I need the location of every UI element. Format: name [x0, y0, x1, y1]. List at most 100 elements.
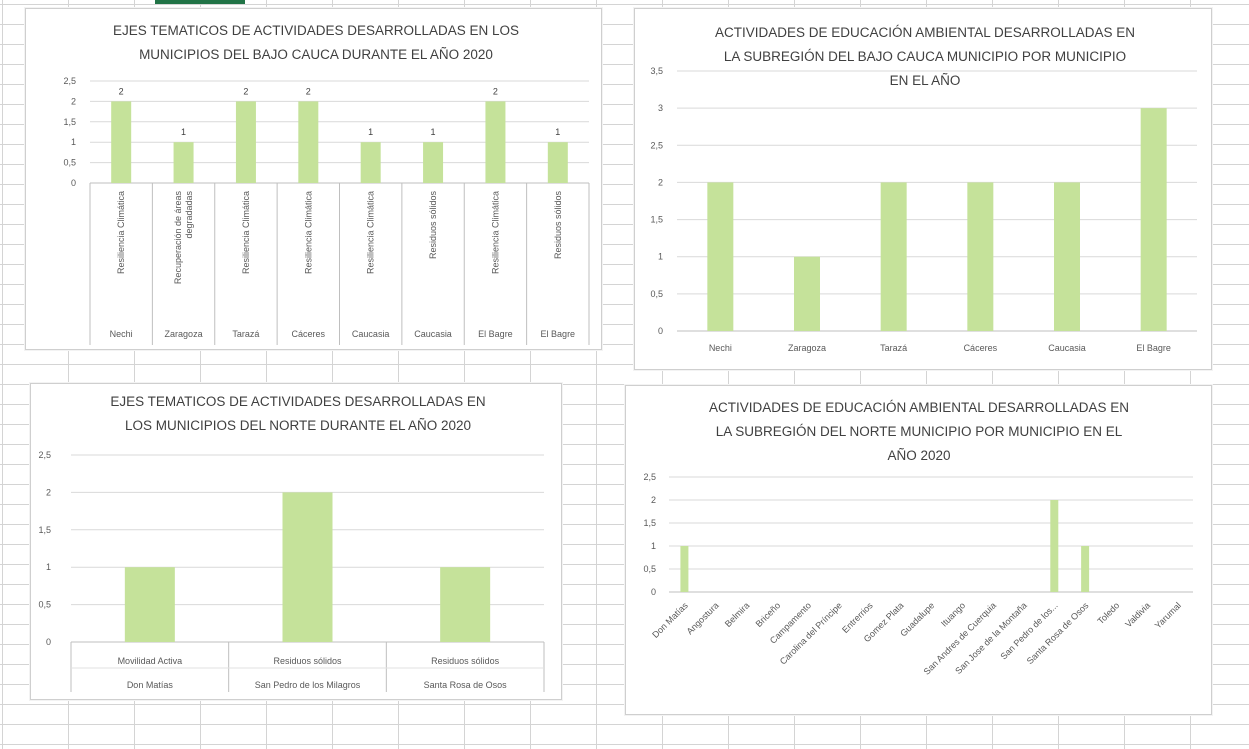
- bar: [1140, 108, 1167, 332]
- bar: [298, 101, 319, 183]
- group-label: Caucasia: [414, 329, 452, 339]
- y-tick-label: 3,5: [650, 66, 663, 76]
- active-cell-marker: [155, 0, 245, 4]
- category-label: Residuos sólidos: [273, 656, 342, 666]
- category-label: degradadas: [184, 191, 194, 239]
- category-label: Zaragoza: [788, 343, 826, 353]
- chart-bajo-cauca-municipios-svg: ACTIVIDADES DE EDUCACIÓN AMBIENTAL DESAR…: [650, 25, 1197, 353]
- y-tick-label: 1: [658, 252, 663, 262]
- category-label: Cáceres: [964, 343, 998, 353]
- chart-norte-municipios-svg: ACTIVIDADES DE EDUCACIÓN AMBIENTAL DESAR…: [643, 400, 1193, 677]
- group-label: El Bagre: [478, 329, 513, 339]
- y-tick-label: 0: [651, 587, 656, 597]
- y-tick-label: 0: [658, 326, 663, 336]
- category-label: Resiliencia Climática: [303, 191, 313, 274]
- chart-bajo-cauca-municipios[interactable]: ACTIVIDADES DE EDUCACIÓN AMBIENTAL DESAR…: [634, 8, 1212, 370]
- category-label: Resiliencia Climática: [116, 191, 126, 274]
- group-label: Zaragoza: [165, 329, 203, 339]
- y-tick-label: 1: [651, 541, 656, 551]
- group-label: Caucasia: [352, 329, 390, 339]
- chart-bajo-cauca-ejes-svg: EJES TEMATICOS DE ACTIVIDADES DESARROLLA…: [63, 23, 590, 345]
- y-tick-label: 1,5: [38, 525, 51, 535]
- category-label: El Bagre: [1136, 343, 1171, 353]
- category-label: Briceño: [754, 600, 783, 629]
- bar: [967, 182, 994, 331]
- chart-title-line: LA SUBREGIÓN DEL NORTE MUNICIPIO POR MUN…: [716, 424, 1123, 439]
- category-label: Don Matías: [650, 600, 690, 640]
- chart-title-line: EN EL AÑO: [890, 73, 961, 88]
- chart-norte-ejes-svg: EJES TEMATICOS DE ACTIVIDADES DESARROLLA…: [38, 394, 545, 692]
- category-label: Movilidad Activa: [118, 656, 183, 666]
- chart-norte-ejes[interactable]: EJES TEMATICOS DE ACTIVIDADES DESARROLLA…: [30, 383, 562, 700]
- bar: [794, 256, 820, 331]
- category-label: Resiliencia Climática: [241, 191, 251, 274]
- category-label: Residuos sólidos: [553, 191, 563, 260]
- group-label: Cáceres: [292, 329, 326, 339]
- category-label: Resiliencia Climática: [366, 191, 376, 274]
- y-tick-label: 0: [46, 637, 51, 647]
- y-tick-label: 1,5: [650, 215, 663, 225]
- bar: [282, 492, 333, 642]
- chart-title-line: AÑO 2020: [887, 448, 950, 463]
- y-tick-label: 2,5: [38, 450, 51, 460]
- y-tick-label: 2: [71, 96, 76, 106]
- group-label: Don Matías: [127, 680, 174, 690]
- group-label: San Pedro de los Milagros: [255, 680, 361, 690]
- category-label: San Pedro de los...: [998, 600, 1059, 661]
- group-label: Santa Rosa de Osos: [424, 680, 508, 690]
- bar: [235, 101, 256, 183]
- chart-title-line: LA SUBREGIÓN DEL BAJO CAUCA MUNICIPIO PO…: [724, 49, 1126, 64]
- y-tick-label: 0,5: [63, 158, 76, 168]
- y-tick-label: 0,5: [38, 600, 51, 610]
- bar: [173, 142, 194, 183]
- y-tick-label: 0,5: [643, 564, 656, 574]
- data-label: 1: [368, 127, 373, 137]
- category-label: Caucasia: [1048, 343, 1086, 353]
- category-label: Toledo: [1096, 600, 1122, 626]
- group-label: Tarazá: [232, 329, 259, 339]
- data-label: 1: [431, 127, 436, 137]
- category-label: Angostura: [685, 600, 721, 636]
- bar: [1050, 500, 1059, 592]
- y-tick-label: 2,5: [650, 140, 663, 150]
- y-tick-label: 3: [658, 103, 663, 113]
- bar: [124, 567, 175, 642]
- chart-title-line: ACTIVIDADES DE EDUCACIÓN AMBIENTAL DESAR…: [709, 400, 1129, 415]
- y-tick-label: 2: [658, 177, 663, 187]
- bar: [360, 142, 381, 183]
- chart-bajo-cauca-ejes[interactable]: EJES TEMATICOS DE ACTIVIDADES DESARROLLA…: [25, 8, 602, 350]
- data-label: 1: [555, 127, 560, 137]
- bar: [880, 182, 907, 331]
- category-label: Recuperación de áreas: [173, 191, 183, 285]
- chart-title-line: ACTIVIDADES DE EDUCACIÓN AMBIENTAL DESAR…: [715, 25, 1135, 40]
- category-label: Belmira: [723, 600, 752, 629]
- data-label: 2: [493, 86, 498, 96]
- y-tick-label: 2: [651, 495, 656, 505]
- category-label: Carolina del Príncipe: [778, 600, 844, 666]
- group-label: El Bagre: [541, 329, 576, 339]
- chart-norte-municipios[interactable]: ACTIVIDADES DE EDUCACIÓN AMBIENTAL DESAR…: [625, 385, 1212, 715]
- y-tick-label: 2,5: [63, 76, 76, 86]
- chart-title-line: EJES TEMATICOS DE ACTIVIDADES DESARROLLA…: [110, 394, 485, 409]
- y-tick-label: 1: [46, 562, 51, 572]
- data-label: 2: [119, 86, 124, 96]
- bar: [485, 101, 506, 183]
- bar: [547, 142, 568, 183]
- data-label: 2: [243, 86, 248, 96]
- group-label: Nechi: [110, 329, 133, 339]
- category-label: Tarazá: [880, 343, 907, 353]
- y-tick-label: 1,5: [63, 117, 76, 127]
- y-tick-label: 1,5: [643, 518, 656, 528]
- chart-title-line: LOS MUNICIPIOS DEL NORTE DURANTE EL AÑO …: [125, 418, 471, 433]
- category-label: Residuos sólidos: [428, 191, 438, 260]
- bar: [1081, 546, 1090, 592]
- data-label: 1: [181, 127, 186, 137]
- bar: [423, 142, 444, 183]
- category-label: Santa Rosa de Osos: [1025, 600, 1091, 666]
- category-label: Yarumal: [1153, 600, 1183, 630]
- category-label: Ituango: [939, 600, 967, 628]
- category-label: Resiliencia Climática: [490, 191, 500, 274]
- bar: [680, 546, 689, 592]
- category-label: Valdivia: [1123, 600, 1152, 629]
- bar: [440, 567, 491, 642]
